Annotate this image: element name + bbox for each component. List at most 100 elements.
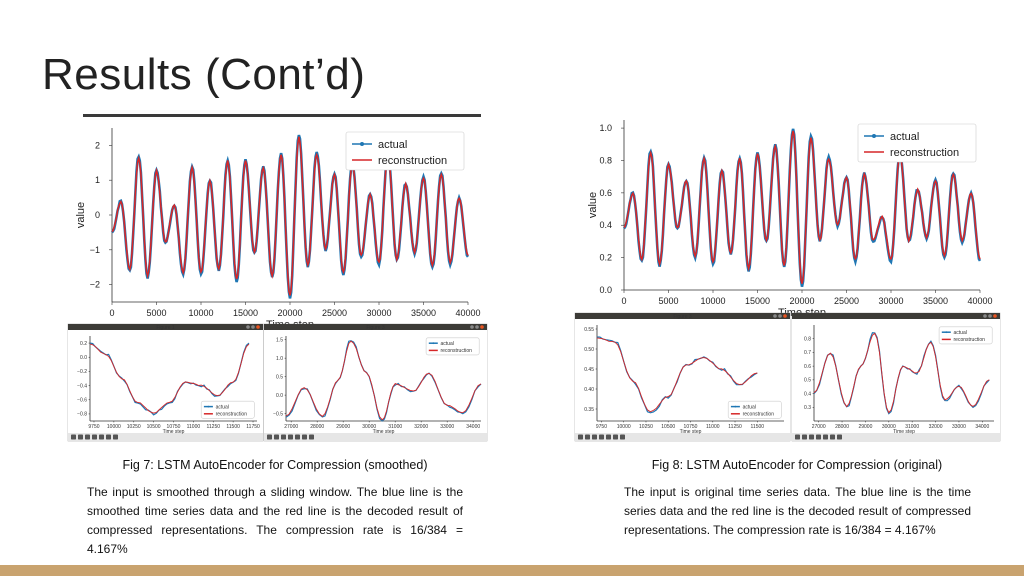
x-tick-label: 33000 <box>952 424 966 430</box>
y-tick-label: 0.2 <box>599 253 612 263</box>
home-icon[interactable] <box>795 434 800 440</box>
pan-icon[interactable] <box>816 434 821 440</box>
y-tick-label: 0.55 <box>584 327 594 333</box>
y-tick-label: 0.8 <box>804 337 811 343</box>
legend-box <box>727 400 782 419</box>
pan-icon[interactable] <box>92 434 97 440</box>
config-icon[interactable] <box>613 434 618 440</box>
x-tick-label: 20000 <box>277 308 302 318</box>
zoom-icon[interactable] <box>295 434 300 440</box>
x-tick-label: 34000 <box>466 424 480 430</box>
y-tick-label: −2 <box>90 280 100 290</box>
home-icon[interactable] <box>267 434 272 440</box>
legend-marker-actual <box>945 331 948 334</box>
legend-label-actual: actual <box>954 330 967 336</box>
back-icon[interactable] <box>274 434 279 440</box>
y-tick-label: 1.0 <box>276 356 283 362</box>
zoom-icon[interactable] <box>823 434 828 440</box>
x-tick-label: 11500 <box>226 424 240 430</box>
x-tick-label: 33000 <box>440 424 454 430</box>
back-icon[interactable] <box>585 434 590 440</box>
x-tick-label: 5000 <box>658 296 678 306</box>
save-icon[interactable] <box>837 434 842 440</box>
window-titlebar <box>264 324 487 330</box>
x-tick-label: 10250 <box>127 424 141 430</box>
legend-marker-actual <box>734 405 737 408</box>
legend-label-actual: actual <box>378 139 407 151</box>
forward-icon[interactable] <box>281 434 286 440</box>
x-tick-label: 34000 <box>975 424 989 430</box>
x-tick-label: 10000 <box>700 296 725 306</box>
window-close-icon <box>783 314 787 318</box>
y-axis-label: value <box>587 192 599 218</box>
x-tick-label: 0 <box>109 308 114 318</box>
window-maximize-icon <box>778 314 782 318</box>
series-reconstruction-line <box>89 343 250 414</box>
fig7-caption: Fig 7: LSTM AutoEncoder for Compression … <box>122 458 428 472</box>
x-tick-label: 25000 <box>322 308 347 318</box>
home-icon[interactable] <box>71 434 76 440</box>
y-tick-label: −0.5 <box>273 411 283 417</box>
config-icon[interactable] <box>830 434 835 440</box>
x-tick-label: 28000 <box>835 424 849 430</box>
back-icon[interactable] <box>78 434 83 440</box>
x-tick-label: 40000 <box>967 296 992 306</box>
x-tick-label: 10000 <box>188 308 213 318</box>
y-tick-label: 0.5 <box>276 374 283 380</box>
x-axis-label: Time step <box>680 429 702 435</box>
back-icon[interactable] <box>802 434 807 440</box>
forward-icon[interactable] <box>85 434 90 440</box>
legend-marker-actual <box>360 142 364 146</box>
save-icon[interactable] <box>309 434 314 440</box>
legend-marker-actual <box>207 405 210 408</box>
x-tick-label: 10000 <box>617 424 631 430</box>
pan-icon[interactable] <box>288 434 293 440</box>
y-tick-label: 0.6 <box>599 188 612 198</box>
window-close-icon <box>993 314 997 318</box>
forward-icon[interactable] <box>592 434 597 440</box>
y-tick-label: 0.50 <box>584 347 594 353</box>
x-axis-label: Time step <box>373 429 395 435</box>
x-tick-label: 29000 <box>858 424 872 430</box>
config-icon[interactable] <box>302 434 307 440</box>
bottom-accent-bar <box>0 565 1024 576</box>
x-tick-label: 11750 <box>246 424 260 430</box>
x-tick-label: 10750 <box>167 424 181 430</box>
y-tick-label: 0.0 <box>276 393 283 399</box>
y-tick-label: −0.4 <box>77 383 87 389</box>
legend-label-actual: actual <box>890 131 919 143</box>
x-tick-label: 27000 <box>812 424 826 430</box>
zoom-icon[interactable] <box>99 434 104 440</box>
y-tick-label: 0.8 <box>599 155 612 165</box>
window-minimize-icon <box>773 314 777 318</box>
save-icon[interactable] <box>113 434 118 440</box>
save-icon[interactable] <box>620 434 625 440</box>
x-tick-label: 11000 <box>187 424 201 430</box>
x-tick-label: 31000 <box>905 424 919 430</box>
y-tick-label: 0.2 <box>80 341 87 347</box>
series-reconstruction-line <box>111 136 469 296</box>
legend-box <box>938 326 993 345</box>
pan-icon[interactable] <box>599 434 604 440</box>
window-minimize-icon <box>983 314 987 318</box>
x-tick-label: 10500 <box>661 424 675 430</box>
zoom-icon[interactable] <box>606 434 611 440</box>
y-tick-label: 1.0 <box>599 123 612 133</box>
x-tick-label: 28000 <box>310 424 324 430</box>
x-tick-label: 30000 <box>366 308 391 318</box>
legend-label-reconstruction: reconstruction <box>441 348 473 354</box>
window-title: Figure 3 <box>366 325 385 331</box>
legend-label-actual: actual <box>441 341 454 347</box>
x-tick-label: 11500 <box>751 424 765 430</box>
series-reconstruction-line <box>596 337 758 413</box>
forward-icon[interactable] <box>809 434 814 440</box>
home-icon[interactable] <box>578 434 583 440</box>
config-icon[interactable] <box>106 434 111 440</box>
window-toolbar <box>68 433 263 441</box>
y-tick-label: 0 <box>95 210 100 220</box>
window-close-icon <box>256 325 260 329</box>
x-tick-label: 10750 <box>684 424 698 430</box>
